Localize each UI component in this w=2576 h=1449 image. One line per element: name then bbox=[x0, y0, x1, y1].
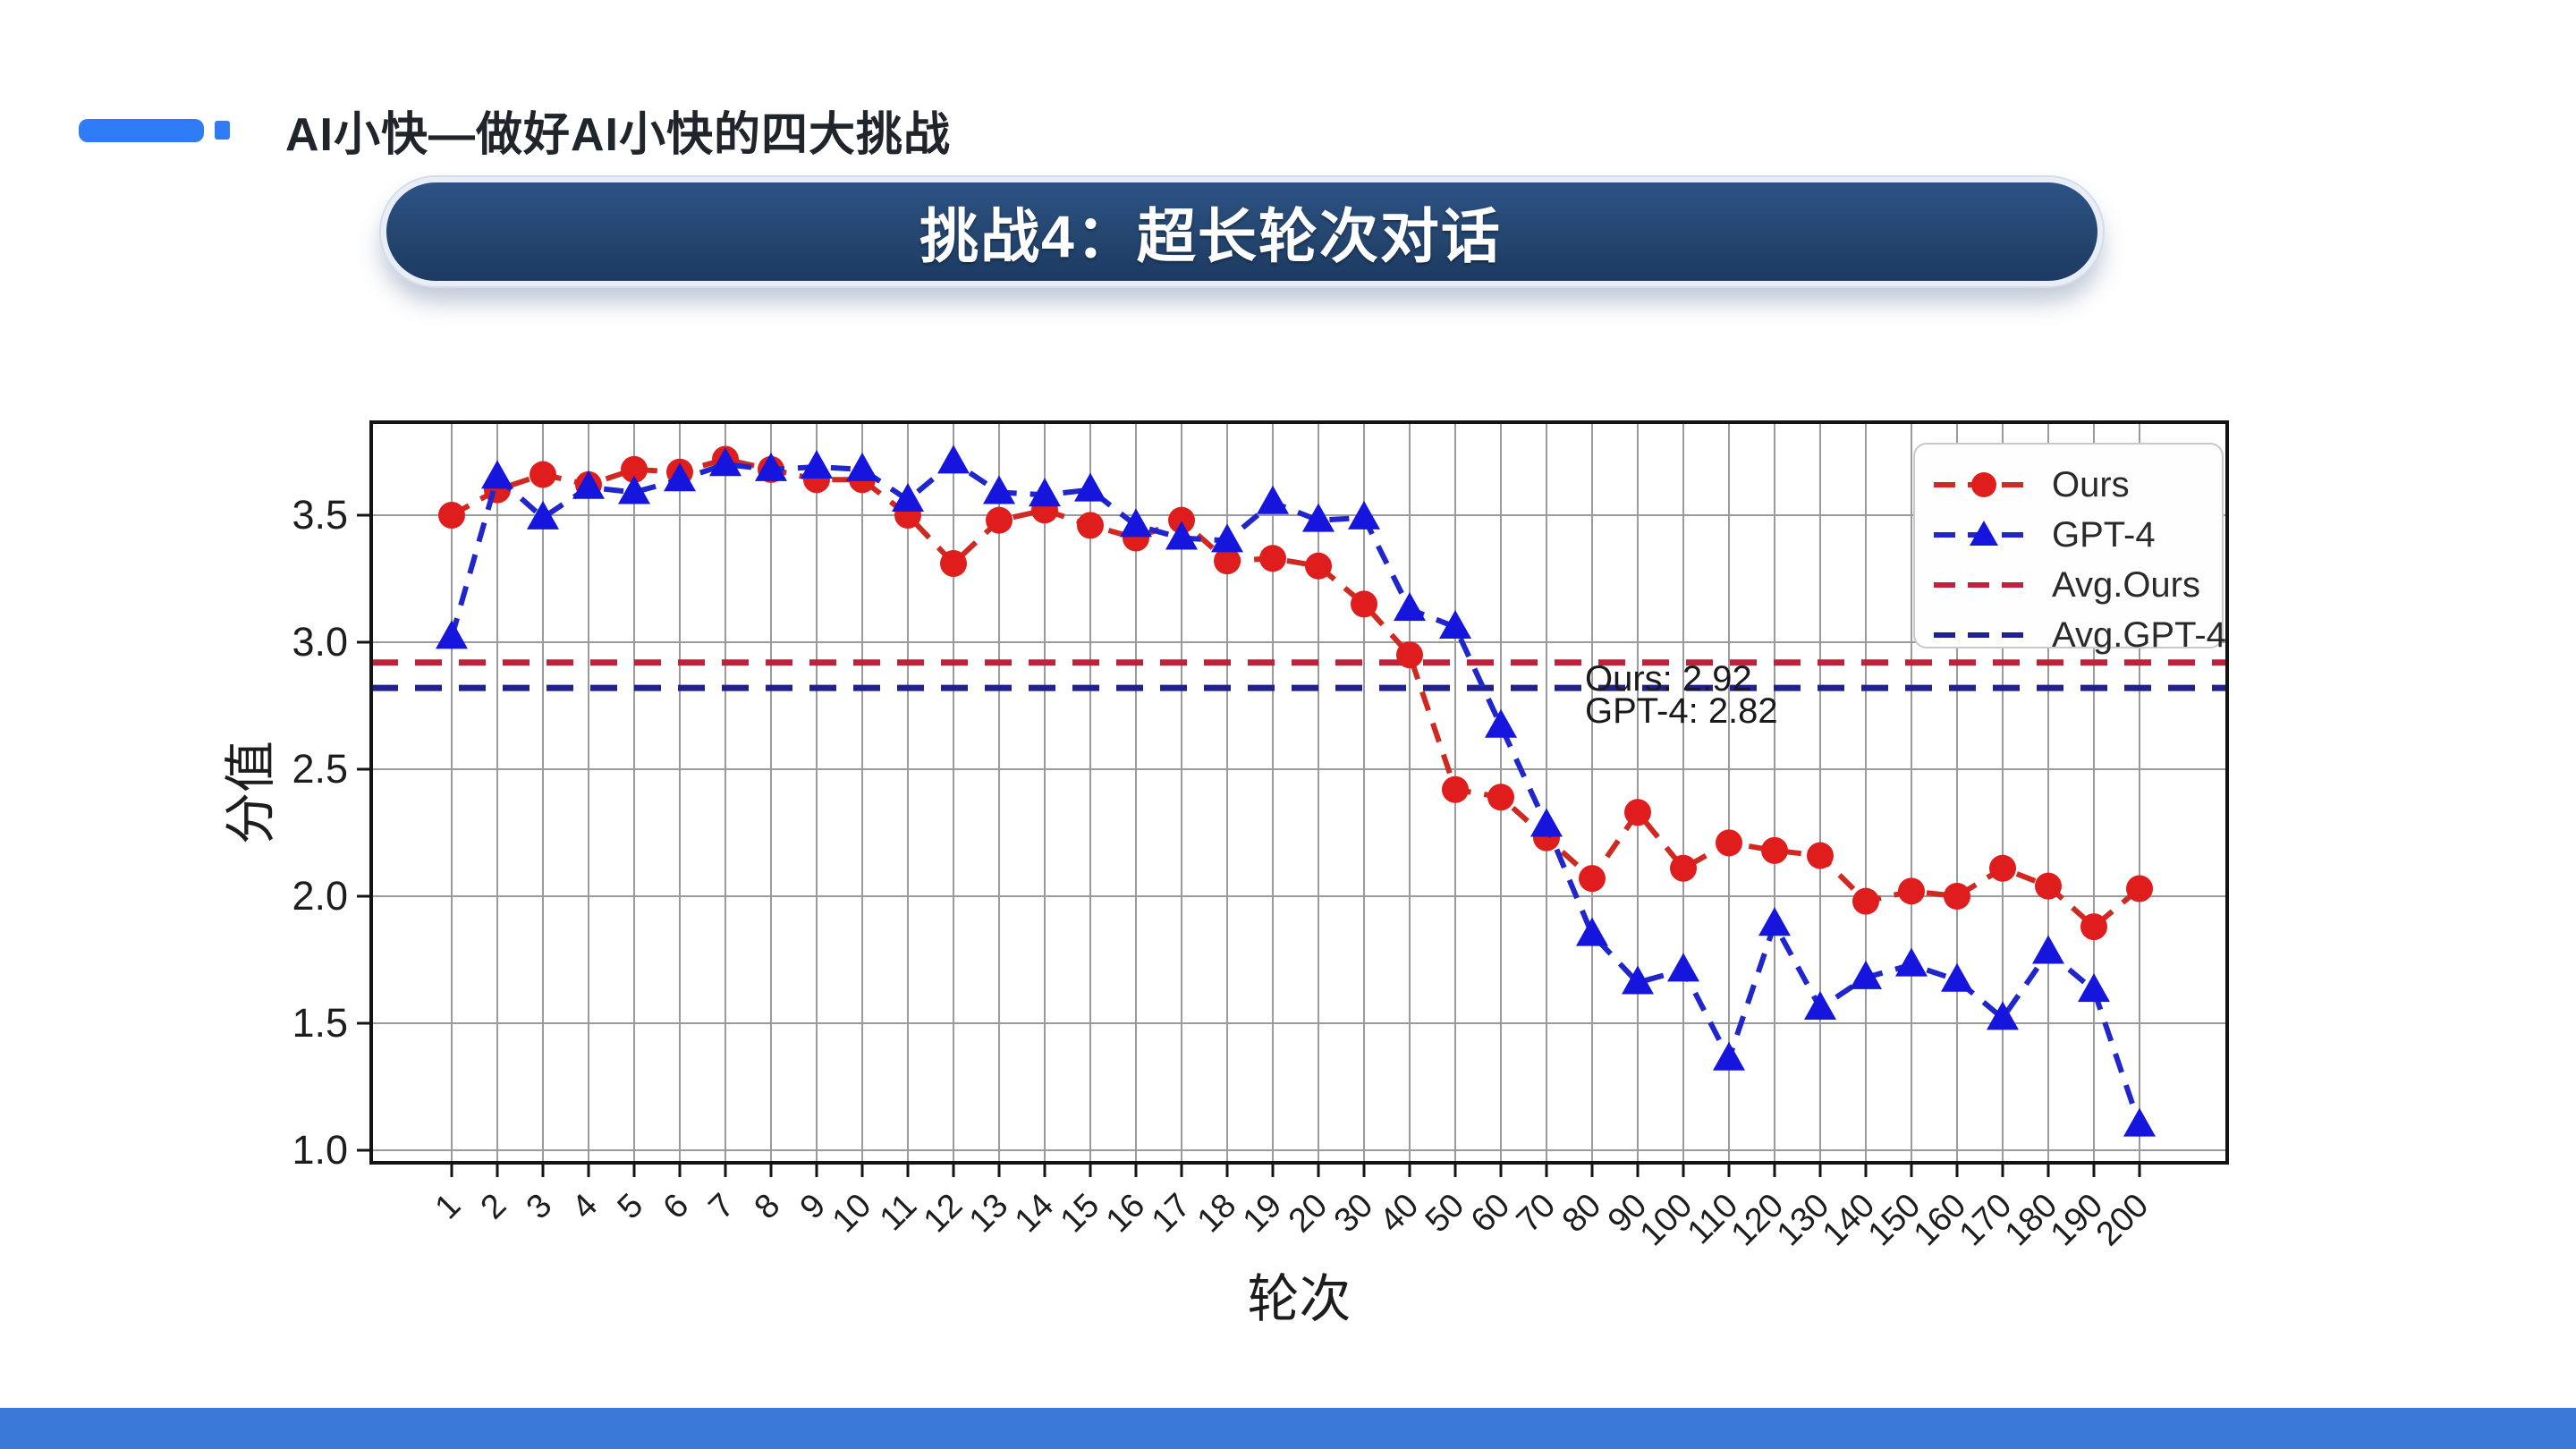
svg-text:1.0: 1.0 bbox=[292, 1127, 348, 1173]
svg-text:2.0: 2.0 bbox=[292, 873, 348, 919]
svg-text:Ours: 2.92: Ours: 2.92 bbox=[1585, 659, 1752, 699]
series-gpt-4 bbox=[436, 445, 2156, 1137]
svg-text:1.5: 1.5 bbox=[292, 1000, 348, 1046]
accent-dot-icon bbox=[215, 121, 230, 140]
legend-label-avg-gpt-4: Avg.GPT-4 bbox=[2052, 615, 2226, 655]
accent-dash-icon bbox=[79, 118, 204, 142]
svg-text:9: 9 bbox=[793, 1187, 834, 1227]
gridlines bbox=[371, 422, 2227, 1163]
legend: Ours GPT-4 Avg.Ours Avg.GPT-4 bbox=[1913, 443, 2226, 655]
svg-text:2.5: 2.5 bbox=[292, 746, 348, 792]
svg-text:7: 7 bbox=[702, 1187, 742, 1227]
svg-text:3: 3 bbox=[520, 1187, 560, 1227]
svg-text:1: 1 bbox=[428, 1187, 469, 1227]
plot-border bbox=[369, 420, 2229, 1165]
svg-text:4: 4 bbox=[565, 1187, 606, 1227]
svg-text:6: 6 bbox=[657, 1187, 697, 1227]
page-title: AI小快—做好AI小快的四大挑战 bbox=[285, 109, 952, 161]
svg-text:2: 2 bbox=[474, 1187, 514, 1227]
legend-label-gpt-4: GPT-4 bbox=[2052, 515, 2156, 555]
x-axis-title: 轮次 bbox=[1247, 1270, 1351, 1328]
slide-header: AI小快—做好AI小快的四大挑战 bbox=[79, 97, 951, 164]
title-accent-icon bbox=[79, 118, 230, 142]
tick-marks bbox=[357, 513, 2141, 1177]
svg-text:200: 200 bbox=[2089, 1187, 2157, 1254]
svg-text:5: 5 bbox=[611, 1187, 651, 1227]
banner-label: 挑战4：超长轮次对话 bbox=[919, 203, 1502, 269]
svg-text:10: 10 bbox=[826, 1187, 879, 1241]
challenge-banner: 挑战4：超长轮次对话 bbox=[381, 177, 2103, 286]
y-axis-title: 分值 bbox=[222, 741, 280, 844]
svg-text:8: 8 bbox=[748, 1187, 788, 1227]
legend-label-ours: Ours bbox=[2052, 465, 2130, 504]
svg-text:GPT-4: 2.82: GPT-4: 2.82 bbox=[1585, 691, 1778, 731]
svg-text:3.5: 3.5 bbox=[292, 492, 348, 538]
svg-text:3.0: 3.0 bbox=[292, 619, 348, 665]
footer-accent-bar bbox=[0, 1408, 2576, 1449]
legend-label-avg-ours: Avg.Ours bbox=[2052, 565, 2200, 605]
x-axis-labels: 1 2 3 4 5 6 7 8 91011121314151617181920304050607… bbox=[428, 1187, 2157, 1254]
y-axis-labels: 1.0 1.5 2.0 2.5 3.0 3.5 bbox=[292, 492, 348, 1173]
